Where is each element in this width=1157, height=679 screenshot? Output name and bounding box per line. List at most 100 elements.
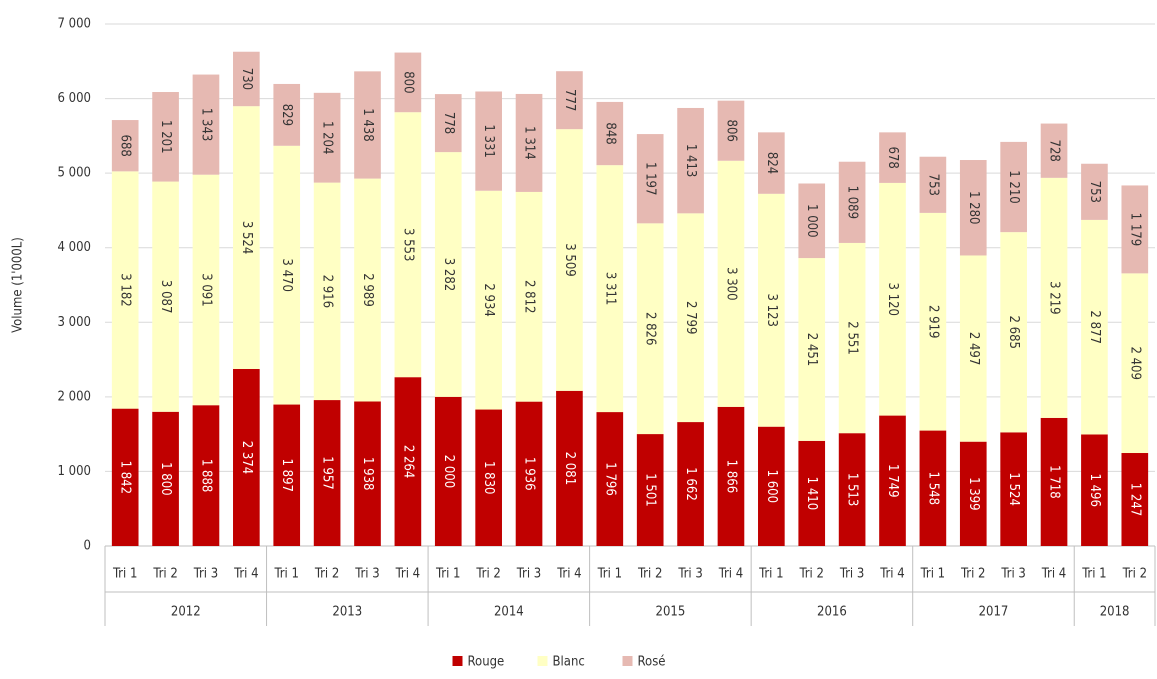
value-label: 806 — [723, 120, 738, 142]
bar-segment — [111, 171, 139, 409]
y-tick-label: 3 000 — [58, 315, 91, 330]
bar-segment — [1040, 417, 1068, 546]
value-label: 1 247 — [1127, 483, 1142, 516]
x-tick-label: Tri 4 — [1041, 567, 1066, 582]
bar-segment — [919, 212, 947, 431]
bar-segment — [515, 93, 543, 192]
legend-label: Rosé — [638, 655, 666, 670]
bar-segment — [1121, 453, 1149, 546]
value-label: 2 685 — [1006, 315, 1021, 348]
x-tick-label: Tri 1 — [920, 567, 945, 582]
x-tick-label: Tri 3 — [677, 567, 702, 582]
bar-segment — [838, 161, 866, 243]
bar-segment — [798, 258, 826, 441]
value-label: 1 524 — [1006, 472, 1021, 505]
bar-segment — [556, 71, 583, 130]
x-tick-label: Tri 2 — [314, 567, 339, 582]
value-label: 2 877 — [1087, 310, 1102, 343]
bar-segment — [1121, 185, 1149, 274]
value-label: 1 399 — [966, 477, 981, 510]
value-label: 1 548 — [925, 472, 940, 505]
bar-segment — [838, 242, 866, 434]
x-tick-label: Tri 1 — [758, 567, 783, 582]
value-label: 3 120 — [885, 283, 900, 316]
bar-segment — [152, 92, 179, 182]
bar-segment — [1000, 232, 1027, 433]
value-label: 1 089 — [845, 186, 860, 219]
value-label: 1 201 — [158, 120, 173, 153]
value-label: 848 — [602, 122, 617, 144]
bar-segment — [677, 422, 704, 546]
value-label: 2 451 — [804, 333, 819, 366]
x-tick-label: Tri 4 — [879, 567, 904, 582]
value-label: 2 264 — [400, 445, 415, 478]
bar-segment — [273, 145, 301, 405]
y-tick-label: 2 000 — [58, 389, 91, 404]
legend-label: Rouge — [468, 655, 505, 670]
value-label: 800 — [400, 71, 415, 93]
bar-segment — [475, 409, 502, 546]
value-label: 2 000 — [441, 455, 456, 488]
x-tick-label: Tri 2 — [475, 567, 500, 582]
value-label: 1 314 — [522, 126, 537, 159]
bar-segment — [313, 182, 341, 401]
bar-segment — [354, 71, 381, 179]
value-label: 3 219 — [1047, 281, 1062, 314]
bar-segment — [192, 74, 220, 175]
bar-segment — [1000, 141, 1027, 233]
value-label: 2 989 — [360, 273, 375, 306]
bar-segment — [515, 401, 543, 546]
x-tick-label: Tri 2 — [799, 567, 824, 582]
value-label: 1 197 — [643, 162, 658, 195]
bar-segment — [111, 120, 139, 172]
bar-segment — [233, 368, 260, 546]
x-tick-label: Tri 4 — [556, 567, 581, 582]
x-tick-label: Tri 2 — [960, 567, 985, 582]
value-label: 728 — [1047, 140, 1062, 162]
value-label: 1 662 — [683, 467, 698, 500]
value-label: 2 081 — [562, 452, 577, 485]
bar-segment — [556, 129, 583, 391]
bar-segment — [1000, 432, 1027, 546]
bar-segment — [556, 390, 583, 546]
legend-swatch — [622, 656, 633, 666]
value-label: 1 842 — [118, 461, 133, 494]
bar-segment — [717, 160, 745, 407]
x-tick-label: Tri 1 — [597, 567, 622, 582]
value-label: 1 718 — [1047, 465, 1062, 498]
group-label: 2012 — [171, 605, 201, 620]
bar-segment — [758, 132, 785, 194]
value-label: 3 300 — [723, 267, 738, 300]
value-label: 1 343 — [198, 108, 213, 141]
bar-segment — [959, 160, 987, 256]
bar-segment — [475, 190, 502, 410]
value-label: 3 553 — [400, 228, 415, 261]
value-label: 3 311 — [602, 272, 617, 305]
value-label: 3 282 — [441, 258, 456, 291]
value-label: 1 513 — [845, 473, 860, 506]
value-label: 1 000 — [804, 204, 819, 237]
bar-segment — [354, 178, 381, 402]
value-label: 1 936 — [522, 457, 537, 490]
bar-segment — [273, 404, 301, 546]
group-label: 2018 — [1100, 605, 1130, 620]
value-label: 829 — [279, 104, 294, 126]
value-label: 1 796 — [602, 462, 617, 495]
value-label: 1 331 — [481, 124, 496, 157]
bar-segment — [677, 213, 704, 423]
value-label: 2 812 — [522, 280, 537, 313]
value-label: 1 410 — [804, 477, 819, 510]
bar-segment — [273, 83, 301, 146]
value-label: 2 551 — [845, 321, 860, 354]
value-label: 2 497 — [966, 332, 981, 365]
bar-segment — [394, 52, 422, 113]
bar-segment — [394, 377, 422, 546]
bar-segment — [233, 51, 260, 107]
value-label: 3 087 — [158, 280, 173, 313]
bar-segment — [394, 112, 422, 378]
x-tick-label: Tri 3 — [516, 567, 541, 582]
x-tick-label: Tri 4 — [395, 567, 420, 582]
y-tick-label: 4 000 — [58, 240, 91, 255]
x-tick-label: Tri 4 — [718, 567, 743, 582]
